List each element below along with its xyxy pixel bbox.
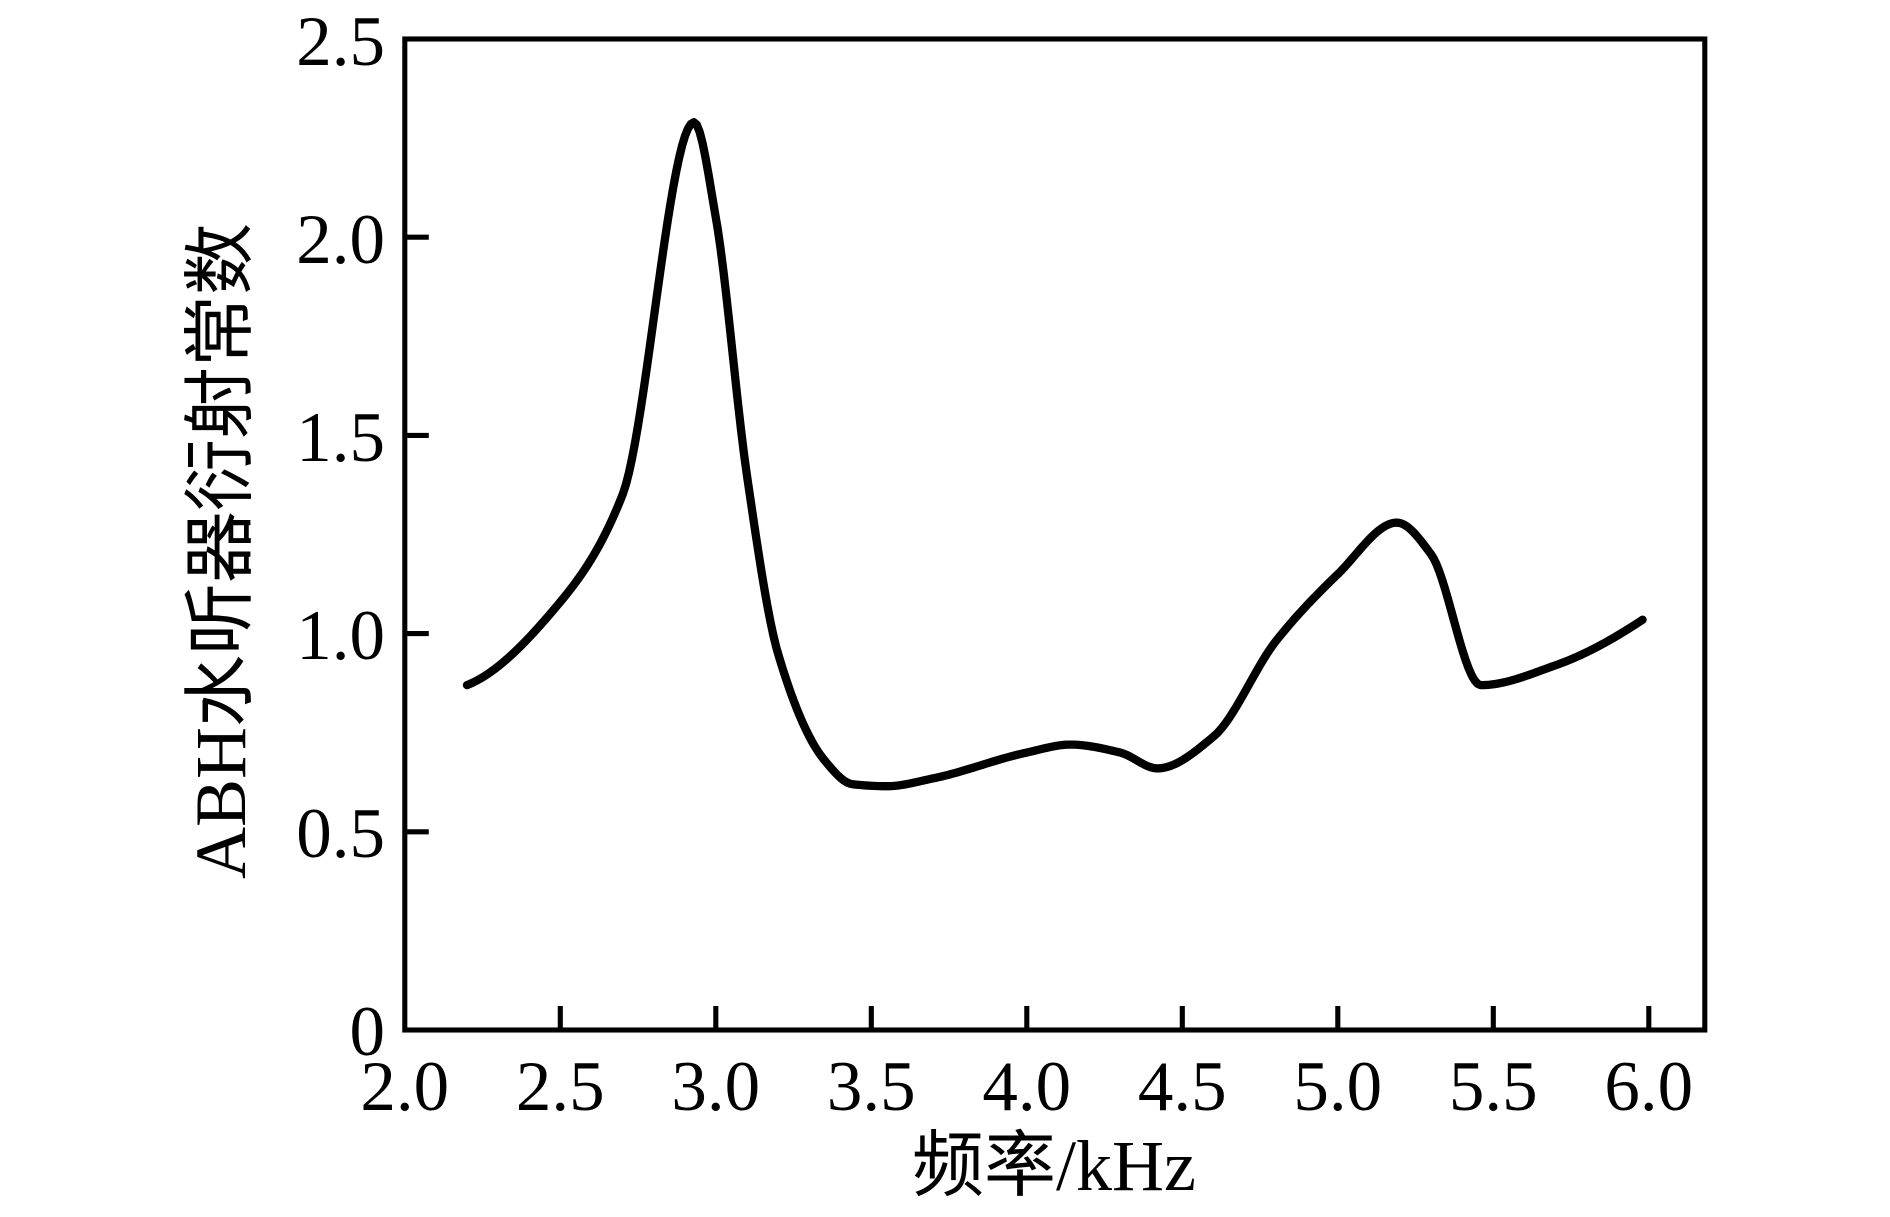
svg-text:5.5: 5.5: [1449, 1048, 1538, 1126]
svg-text:6.0: 6.0: [1604, 1048, 1693, 1126]
svg-text:5.0: 5.0: [1293, 1048, 1382, 1126]
svg-text:2.0: 2.0: [296, 201, 385, 279]
svg-text:3.5: 3.5: [827, 1048, 916, 1126]
svg-text:频率/kHz: 频率/kHz: [912, 1126, 1196, 1206]
svg-text:3.0: 3.0: [671, 1048, 760, 1126]
svg-text:0.5: 0.5: [296, 795, 385, 873]
svg-text:4.5: 4.5: [1138, 1048, 1227, 1126]
svg-text:2.5: 2.5: [516, 1048, 605, 1126]
svg-text:1.5: 1.5: [296, 399, 385, 477]
svg-text:4.0: 4.0: [982, 1048, 1071, 1126]
svg-text:1.0: 1.0: [296, 597, 385, 675]
svg-text:2.5: 2.5: [296, 3, 385, 81]
svg-text:ABH水听器衍射常数: ABH水听器衍射常数: [181, 223, 261, 879]
svg-text:2.0: 2.0: [360, 1048, 449, 1126]
